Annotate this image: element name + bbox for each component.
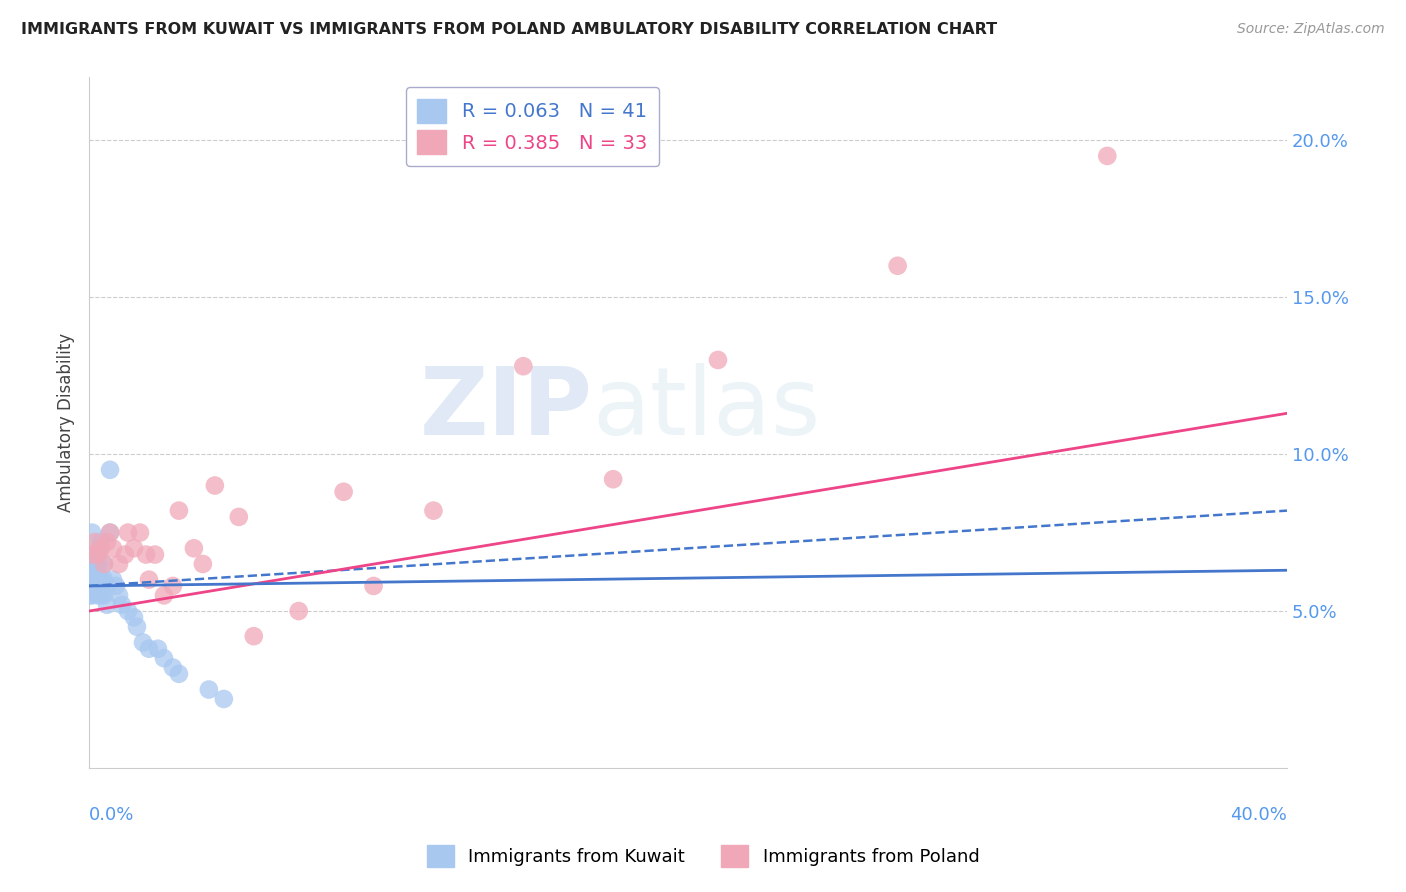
Point	[167, 666, 190, 681]
Point	[198, 682, 221, 697]
Point	[77, 573, 100, 587]
Y-axis label: Ambulatory Disability: Ambulatory Disability	[58, 334, 75, 512]
Point	[146, 641, 169, 656]
Point	[129, 525, 152, 540]
Point	[114, 548, 136, 562]
Text: atlas: atlas	[592, 363, 821, 455]
Point	[162, 579, 184, 593]
Point	[93, 557, 115, 571]
Point	[332, 484, 354, 499]
Point	[80, 525, 103, 540]
Point	[212, 692, 235, 706]
Point	[84, 557, 107, 571]
Point	[153, 588, 176, 602]
Point	[287, 604, 309, 618]
Point	[84, 563, 107, 577]
Point	[422, 503, 444, 517]
Point	[162, 660, 184, 674]
Point	[886, 259, 908, 273]
Point	[108, 588, 131, 602]
Point	[90, 573, 112, 587]
Text: IMMIGRANTS FROM KUWAIT VS IMMIGRANTS FROM POLAND AMBULATORY DISABILITY CORRELATI: IMMIGRANTS FROM KUWAIT VS IMMIGRANTS FRO…	[21, 22, 997, 37]
Point	[204, 478, 226, 492]
Point	[84, 573, 107, 587]
Point	[98, 463, 121, 477]
Text: Source: ZipAtlas.com: Source: ZipAtlas.com	[1237, 22, 1385, 37]
Point	[111, 598, 134, 612]
Point	[242, 629, 264, 643]
Point	[90, 535, 112, 549]
Point	[80, 579, 103, 593]
Point	[122, 541, 145, 556]
Point	[167, 503, 190, 517]
Point	[132, 635, 155, 649]
Point	[105, 579, 128, 593]
Point	[122, 610, 145, 624]
Point	[87, 541, 110, 556]
Point	[512, 359, 534, 374]
Point	[90, 541, 112, 556]
Point	[93, 588, 115, 602]
Point	[101, 573, 124, 587]
Text: ZIP: ZIP	[419, 363, 592, 455]
Point	[101, 541, 124, 556]
Text: 40.0%: 40.0%	[1230, 805, 1286, 823]
Point	[98, 525, 121, 540]
Point	[96, 598, 118, 612]
Point	[228, 509, 250, 524]
Point	[93, 573, 115, 587]
Point	[80, 573, 103, 587]
Point	[87, 548, 110, 562]
Legend: R = 0.063   N = 41, R = 0.385   N = 33: R = 0.063 N = 41, R = 0.385 N = 33	[406, 87, 659, 166]
Point	[80, 588, 103, 602]
Point	[93, 557, 115, 571]
Point	[138, 573, 160, 587]
Point	[191, 557, 214, 571]
Point	[80, 548, 103, 562]
Point	[143, 548, 166, 562]
Point	[117, 525, 139, 540]
Point	[117, 604, 139, 618]
Point	[90, 588, 112, 602]
Point	[87, 557, 110, 571]
Point	[96, 579, 118, 593]
Point	[1097, 149, 1119, 163]
Point	[108, 557, 131, 571]
Point	[77, 588, 100, 602]
Point	[707, 353, 730, 368]
Point	[84, 548, 107, 562]
Point	[84, 535, 107, 549]
Point	[363, 579, 385, 593]
Point	[153, 651, 176, 665]
Point	[96, 535, 118, 549]
Point	[87, 588, 110, 602]
Point	[135, 548, 157, 562]
Point	[84, 582, 107, 596]
Point	[125, 620, 148, 634]
Text: 0.0%: 0.0%	[89, 805, 135, 823]
Point	[183, 541, 205, 556]
Point	[80, 557, 103, 571]
Legend: Immigrants from Kuwait, Immigrants from Poland: Immigrants from Kuwait, Immigrants from …	[419, 838, 987, 874]
Point	[138, 641, 160, 656]
Point	[602, 472, 624, 486]
Point	[87, 573, 110, 587]
Point	[98, 525, 121, 540]
